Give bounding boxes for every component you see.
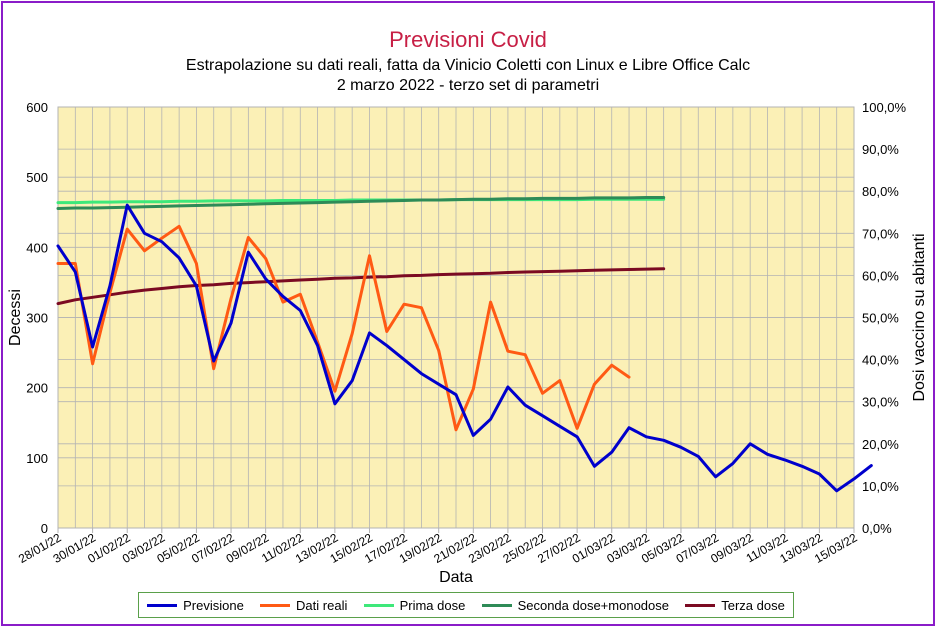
chart-subtitle-2: 2 marzo 2022 - terzo set di parametri — [336, 77, 600, 94]
series-line-previsione — [56, 203, 873, 493]
y2-tick-label: 60,0% — [862, 268, 899, 283]
y2-axis-label: Dosi vaccino su abitanti — [911, 233, 928, 401]
legend-label: Seconda dose+monodose — [517, 597, 669, 613]
grid-lines — [57, 106, 855, 529]
legend-label: Prima dose — [399, 597, 466, 613]
y2-tick-label: 70,0% — [862, 226, 899, 241]
y-tick-label: 500 — [26, 170, 48, 185]
y-tick-label: 600 — [26, 100, 48, 115]
legend-swatch — [363, 603, 394, 607]
legend-item: Prima dose — [363, 597, 466, 613]
legend-item: Previsione — [147, 598, 244, 613]
legend-swatch — [685, 603, 716, 607]
y2-tick-label: 20,0% — [862, 437, 899, 452]
legend-label: Dati reali — [296, 597, 348, 613]
chart-subtitle: Estrapolazione su dati reali, fatta da V… — [185, 57, 751, 74]
y-tick-label: 100 — [26, 451, 48, 466]
legend-label: Terza dose — [721, 597, 785, 613]
y-tick-label: 300 — [26, 311, 48, 326]
legend-swatch — [481, 603, 512, 607]
y2-tick-label: 30,0% — [862, 395, 899, 410]
series-line-dati-reali — [56, 224, 631, 432]
y-tick-label: 0 — [41, 521, 48, 536]
legend-item: Dati reali — [260, 598, 347, 613]
legend-item: Terza dose — [685, 598, 785, 613]
chart-title: Previsioni Covid — [389, 27, 547, 52]
series-line-terza-dose — [56, 267, 666, 306]
y2-tick-label: 80,0% — [862, 184, 899, 199]
y-tick-label: 400 — [26, 240, 48, 255]
y-tick-label: 200 — [26, 381, 48, 396]
legend-label: Previsione — [183, 597, 244, 613]
y2-tick-label: 10,0% — [862, 479, 899, 494]
series-line-seconda-dose-monodose — [56, 196, 666, 210]
y2-tick-label: 100,0% — [862, 100, 907, 115]
y-axis-label: Decessi — [7, 289, 24, 346]
legend-swatch — [147, 603, 178, 607]
legend-swatch — [260, 603, 291, 607]
y2-tick-label: 40,0% — [862, 353, 899, 368]
legend-item: Seconda dose+monodose — [481, 597, 669, 613]
series-lines — [56, 196, 873, 493]
y2-tick-label: 0,0% — [862, 521, 892, 536]
y2-tick-label: 50,0% — [862, 311, 899, 326]
x-axis-label: Data — [439, 569, 473, 586]
legend: Previsione Dati reali Prima dose Seconda do… — [138, 592, 794, 618]
y2-tick-label: 90,0% — [862, 142, 899, 157]
